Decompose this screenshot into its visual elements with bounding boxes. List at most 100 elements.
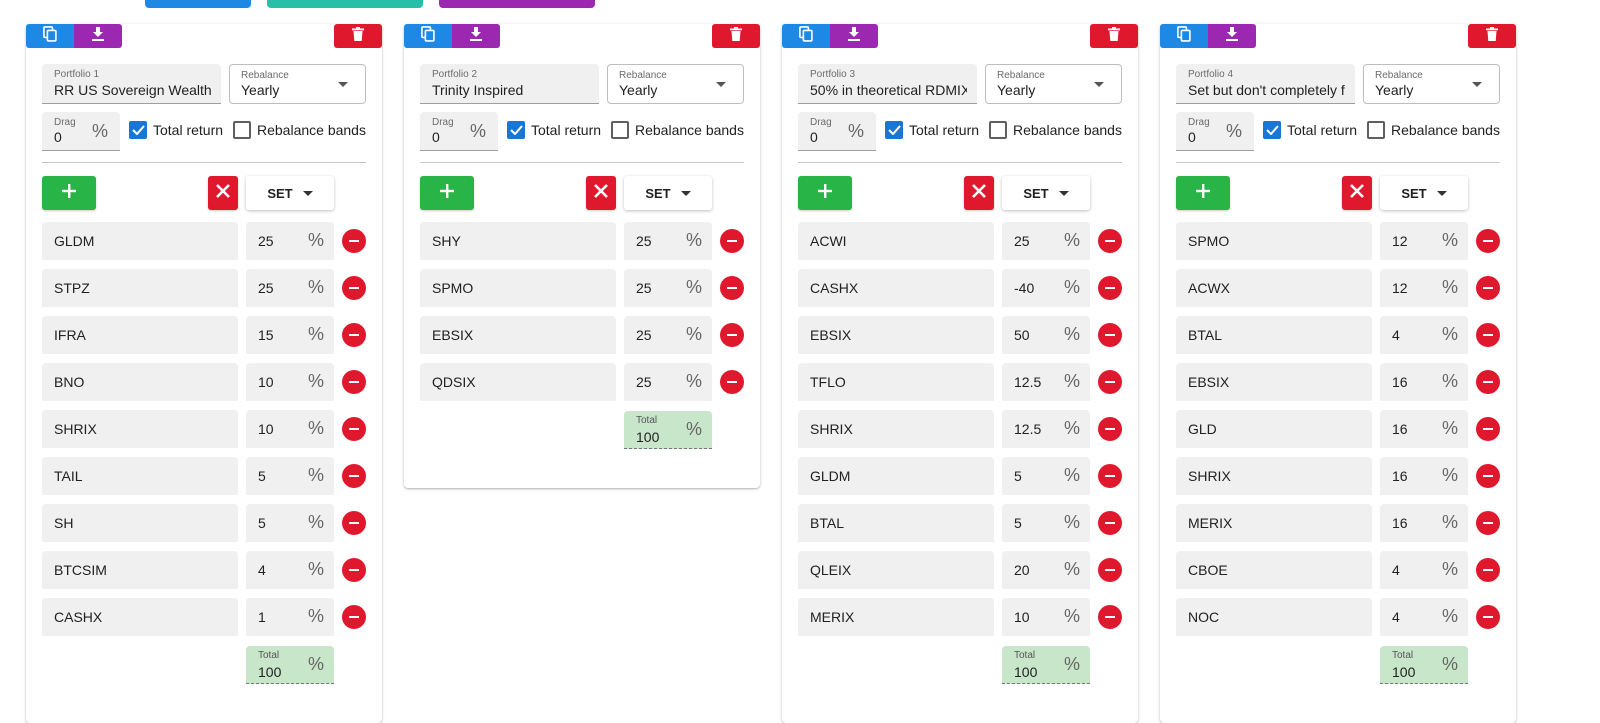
delete-portfolio-button[interactable] — [1468, 24, 1516, 48]
weight-input[interactable]: 16% — [1380, 410, 1468, 448]
remove-holding-button[interactable] — [342, 276, 366, 300]
rebalance-bands-checkbox[interactable]: Rebalance bands — [233, 121, 366, 139]
set-dropdown-button[interactable]: SET — [1002, 176, 1090, 210]
weight-input[interactable]: 10% — [1002, 598, 1090, 636]
weight-input[interactable]: 50% — [1002, 316, 1090, 354]
rebalance-bands-checkbox[interactable]: Rebalance bands — [1367, 121, 1500, 139]
total-return-checkbox[interactable]: Total return — [885, 121, 979, 139]
set-dropdown-button[interactable]: SET — [246, 176, 334, 210]
weight-input[interactable]: 12.5% — [1002, 363, 1090, 401]
add-holding-button[interactable] — [1176, 176, 1230, 210]
download-portfolio-button[interactable] — [74, 24, 122, 48]
weight-input[interactable]: 4% — [1380, 598, 1468, 636]
delete-portfolio-button[interactable] — [712, 24, 760, 48]
ticker-input[interactable]: MERIX — [798, 598, 994, 636]
total-return-checkbox[interactable]: Total return — [1263, 121, 1357, 139]
weight-input[interactable]: 5% — [1002, 457, 1090, 495]
weight-input[interactable]: 5% — [246, 457, 334, 495]
set-dropdown-button[interactable]: SET — [624, 176, 712, 210]
weight-input[interactable]: 25% — [624, 316, 712, 354]
remove-holding-button[interactable] — [1098, 229, 1122, 253]
rebalance-select[interactable]: Rebalance Yearly — [985, 64, 1122, 104]
remove-holding-button[interactable] — [1476, 605, 1500, 629]
ticker-input[interactable]: BTAL — [1176, 316, 1372, 354]
weight-input[interactable]: 4% — [246, 551, 334, 589]
ticker-input[interactable]: ACWX — [1176, 269, 1372, 307]
delete-portfolio-button[interactable] — [1090, 24, 1138, 48]
remove-holding-button[interactable] — [1098, 276, 1122, 300]
weight-input[interactable]: 10% — [246, 410, 334, 448]
remove-holding-button[interactable] — [1098, 323, 1122, 347]
rebalance-bands-checkbox[interactable]: Rebalance bands — [611, 121, 744, 139]
remove-holding-button[interactable] — [1476, 464, 1500, 488]
remove-holding-button[interactable] — [1476, 511, 1500, 535]
ticker-input[interactable]: BNO — [42, 363, 238, 401]
clear-holdings-button[interactable] — [208, 176, 238, 210]
remove-holding-button[interactable] — [342, 417, 366, 441]
weight-input[interactable]: 12% — [1380, 269, 1468, 307]
top-button-purple[interactable] — [439, 0, 595, 8]
copy-portfolio-button[interactable] — [782, 24, 830, 48]
weight-input[interactable]: 15% — [246, 316, 334, 354]
ticker-input[interactable]: EBSIX — [420, 316, 616, 354]
download-portfolio-button[interactable] — [1208, 24, 1256, 48]
weight-input[interactable]: 25% — [624, 269, 712, 307]
remove-holding-button[interactable] — [720, 370, 744, 394]
remove-holding-button[interactable] — [342, 605, 366, 629]
rebalance-select[interactable]: Rebalance Yearly — [607, 64, 744, 104]
remove-holding-button[interactable] — [342, 558, 366, 582]
weight-input[interactable]: 12.5% — [1002, 410, 1090, 448]
remove-holding-button[interactable] — [1098, 605, 1122, 629]
add-holding-button[interactable] — [798, 176, 852, 210]
copy-portfolio-button[interactable] — [404, 24, 452, 48]
ticker-input[interactable]: SHRIX — [42, 410, 238, 448]
ticker-input[interactable]: ACWI — [798, 222, 994, 260]
portfolio-name-field[interactable]: Portfolio 4 Set but don't completely forg… — [1176, 64, 1355, 104]
ticker-input[interactable]: BTCSIM — [42, 551, 238, 589]
download-portfolio-button[interactable] — [452, 24, 500, 48]
copy-portfolio-button[interactable] — [1160, 24, 1208, 48]
ticker-input[interactable]: SPMO — [1176, 222, 1372, 260]
weight-input[interactable]: 1% — [246, 598, 334, 636]
ticker-input[interactable]: STPZ — [42, 269, 238, 307]
copy-portfolio-button[interactable] — [26, 24, 74, 48]
remove-holding-button[interactable] — [720, 323, 744, 347]
weight-input[interactable]: 4% — [1380, 551, 1468, 589]
remove-holding-button[interactable] — [1476, 417, 1500, 441]
ticker-input[interactable]: CASHX — [42, 598, 238, 636]
add-holding-button[interactable] — [420, 176, 474, 210]
top-button-blue[interactable] — [145, 0, 251, 8]
clear-holdings-button[interactable] — [1342, 176, 1372, 210]
total-return-checkbox[interactable]: Total return — [507, 121, 601, 139]
remove-holding-button[interactable] — [342, 323, 366, 347]
remove-holding-button[interactable] — [342, 464, 366, 488]
remove-holding-button[interactable] — [1098, 464, 1122, 488]
remove-holding-button[interactable] — [1476, 323, 1500, 347]
weight-input[interactable]: 25% — [1002, 222, 1090, 260]
remove-holding-button[interactable] — [1476, 229, 1500, 253]
ticker-input[interactable]: CASHX — [798, 269, 994, 307]
delete-portfolio-button[interactable] — [334, 24, 382, 48]
ticker-input[interactable]: TFLO — [798, 363, 994, 401]
ticker-input[interactable]: SHRIX — [1176, 457, 1372, 495]
ticker-input[interactable]: SH — [42, 504, 238, 542]
remove-holding-button[interactable] — [342, 370, 366, 394]
weight-input[interactable]: 16% — [1380, 363, 1468, 401]
weight-input[interactable]: 25% — [246, 269, 334, 307]
portfolio-name-field[interactable]: Portfolio 1 RR US Sovereign Wealth Fund — [42, 64, 221, 104]
weight-input[interactable]: 25% — [624, 222, 712, 260]
portfolio-name-field[interactable]: Portfolio 2 Trinity Inspired — [420, 64, 599, 104]
ticker-input[interactable]: GLD — [1176, 410, 1372, 448]
ticker-input[interactable]: BTAL — [798, 504, 994, 542]
drag-field[interactable]: Drag 0% — [798, 112, 876, 151]
ticker-input[interactable]: EBSIX — [798, 316, 994, 354]
ticker-input[interactable]: SHRIX — [798, 410, 994, 448]
remove-holding-button[interactable] — [342, 229, 366, 253]
weight-input[interactable]: 16% — [1380, 504, 1468, 542]
rebalance-select[interactable]: Rebalance Yearly — [229, 64, 366, 104]
rebalance-bands-checkbox[interactable]: Rebalance bands — [989, 121, 1122, 139]
remove-holding-button[interactable] — [342, 511, 366, 535]
ticker-input[interactable]: SPMO — [420, 269, 616, 307]
remove-holding-button[interactable] — [1098, 417, 1122, 441]
total-return-checkbox[interactable]: Total return — [129, 121, 223, 139]
